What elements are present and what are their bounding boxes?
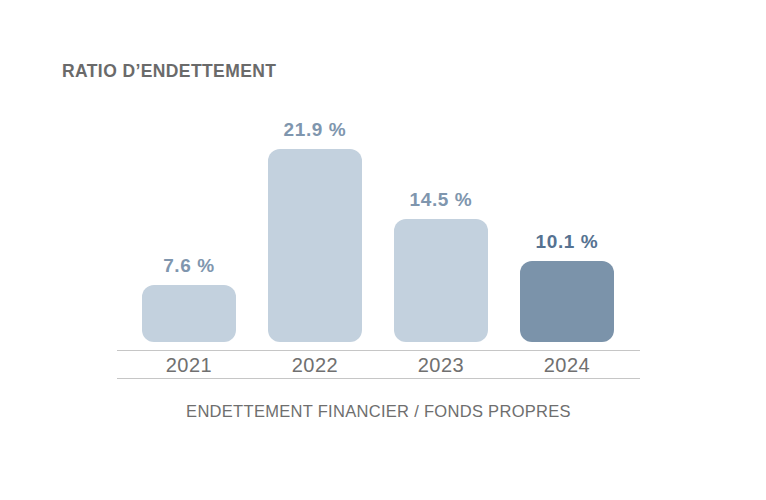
x-axis-line-bottom [117,378,640,379]
value-label-2023: 14.5 % [394,189,488,211]
chart-caption: ENDETTEMENT FINANCIER / FONDS PROPRES [117,402,640,421]
bar-group-2021: 7.6 % [142,285,236,342]
x-tick-label-2024: 2024 [520,352,614,378]
bar-2024 [520,261,614,342]
bar-group-2024: 10.1 % [520,261,614,342]
value-label-2021: 7.6 % [142,255,236,277]
bar-group-2022: 21.9 % [268,149,362,342]
bar-2021 [142,285,236,342]
bar-2023 [394,219,488,342]
x-tick-label-2022: 2022 [268,352,362,378]
x-tick-label-2023: 2023 [394,352,488,378]
chart-title: RATIO D’ENDETTEMENT [62,61,276,82]
x-axis-line-top [117,350,640,351]
chart-canvas: RATIO D’ENDETTEMENT 7.6 % 21.9 % 14.5 % … [0,0,766,500]
x-tick-label-2021: 2021 [142,352,236,378]
bar-2022 [268,149,362,342]
value-label-2022: 21.9 % [268,119,362,141]
value-label-2024: 10.1 % [520,231,614,253]
bar-group-2023: 14.5 % [394,219,488,342]
